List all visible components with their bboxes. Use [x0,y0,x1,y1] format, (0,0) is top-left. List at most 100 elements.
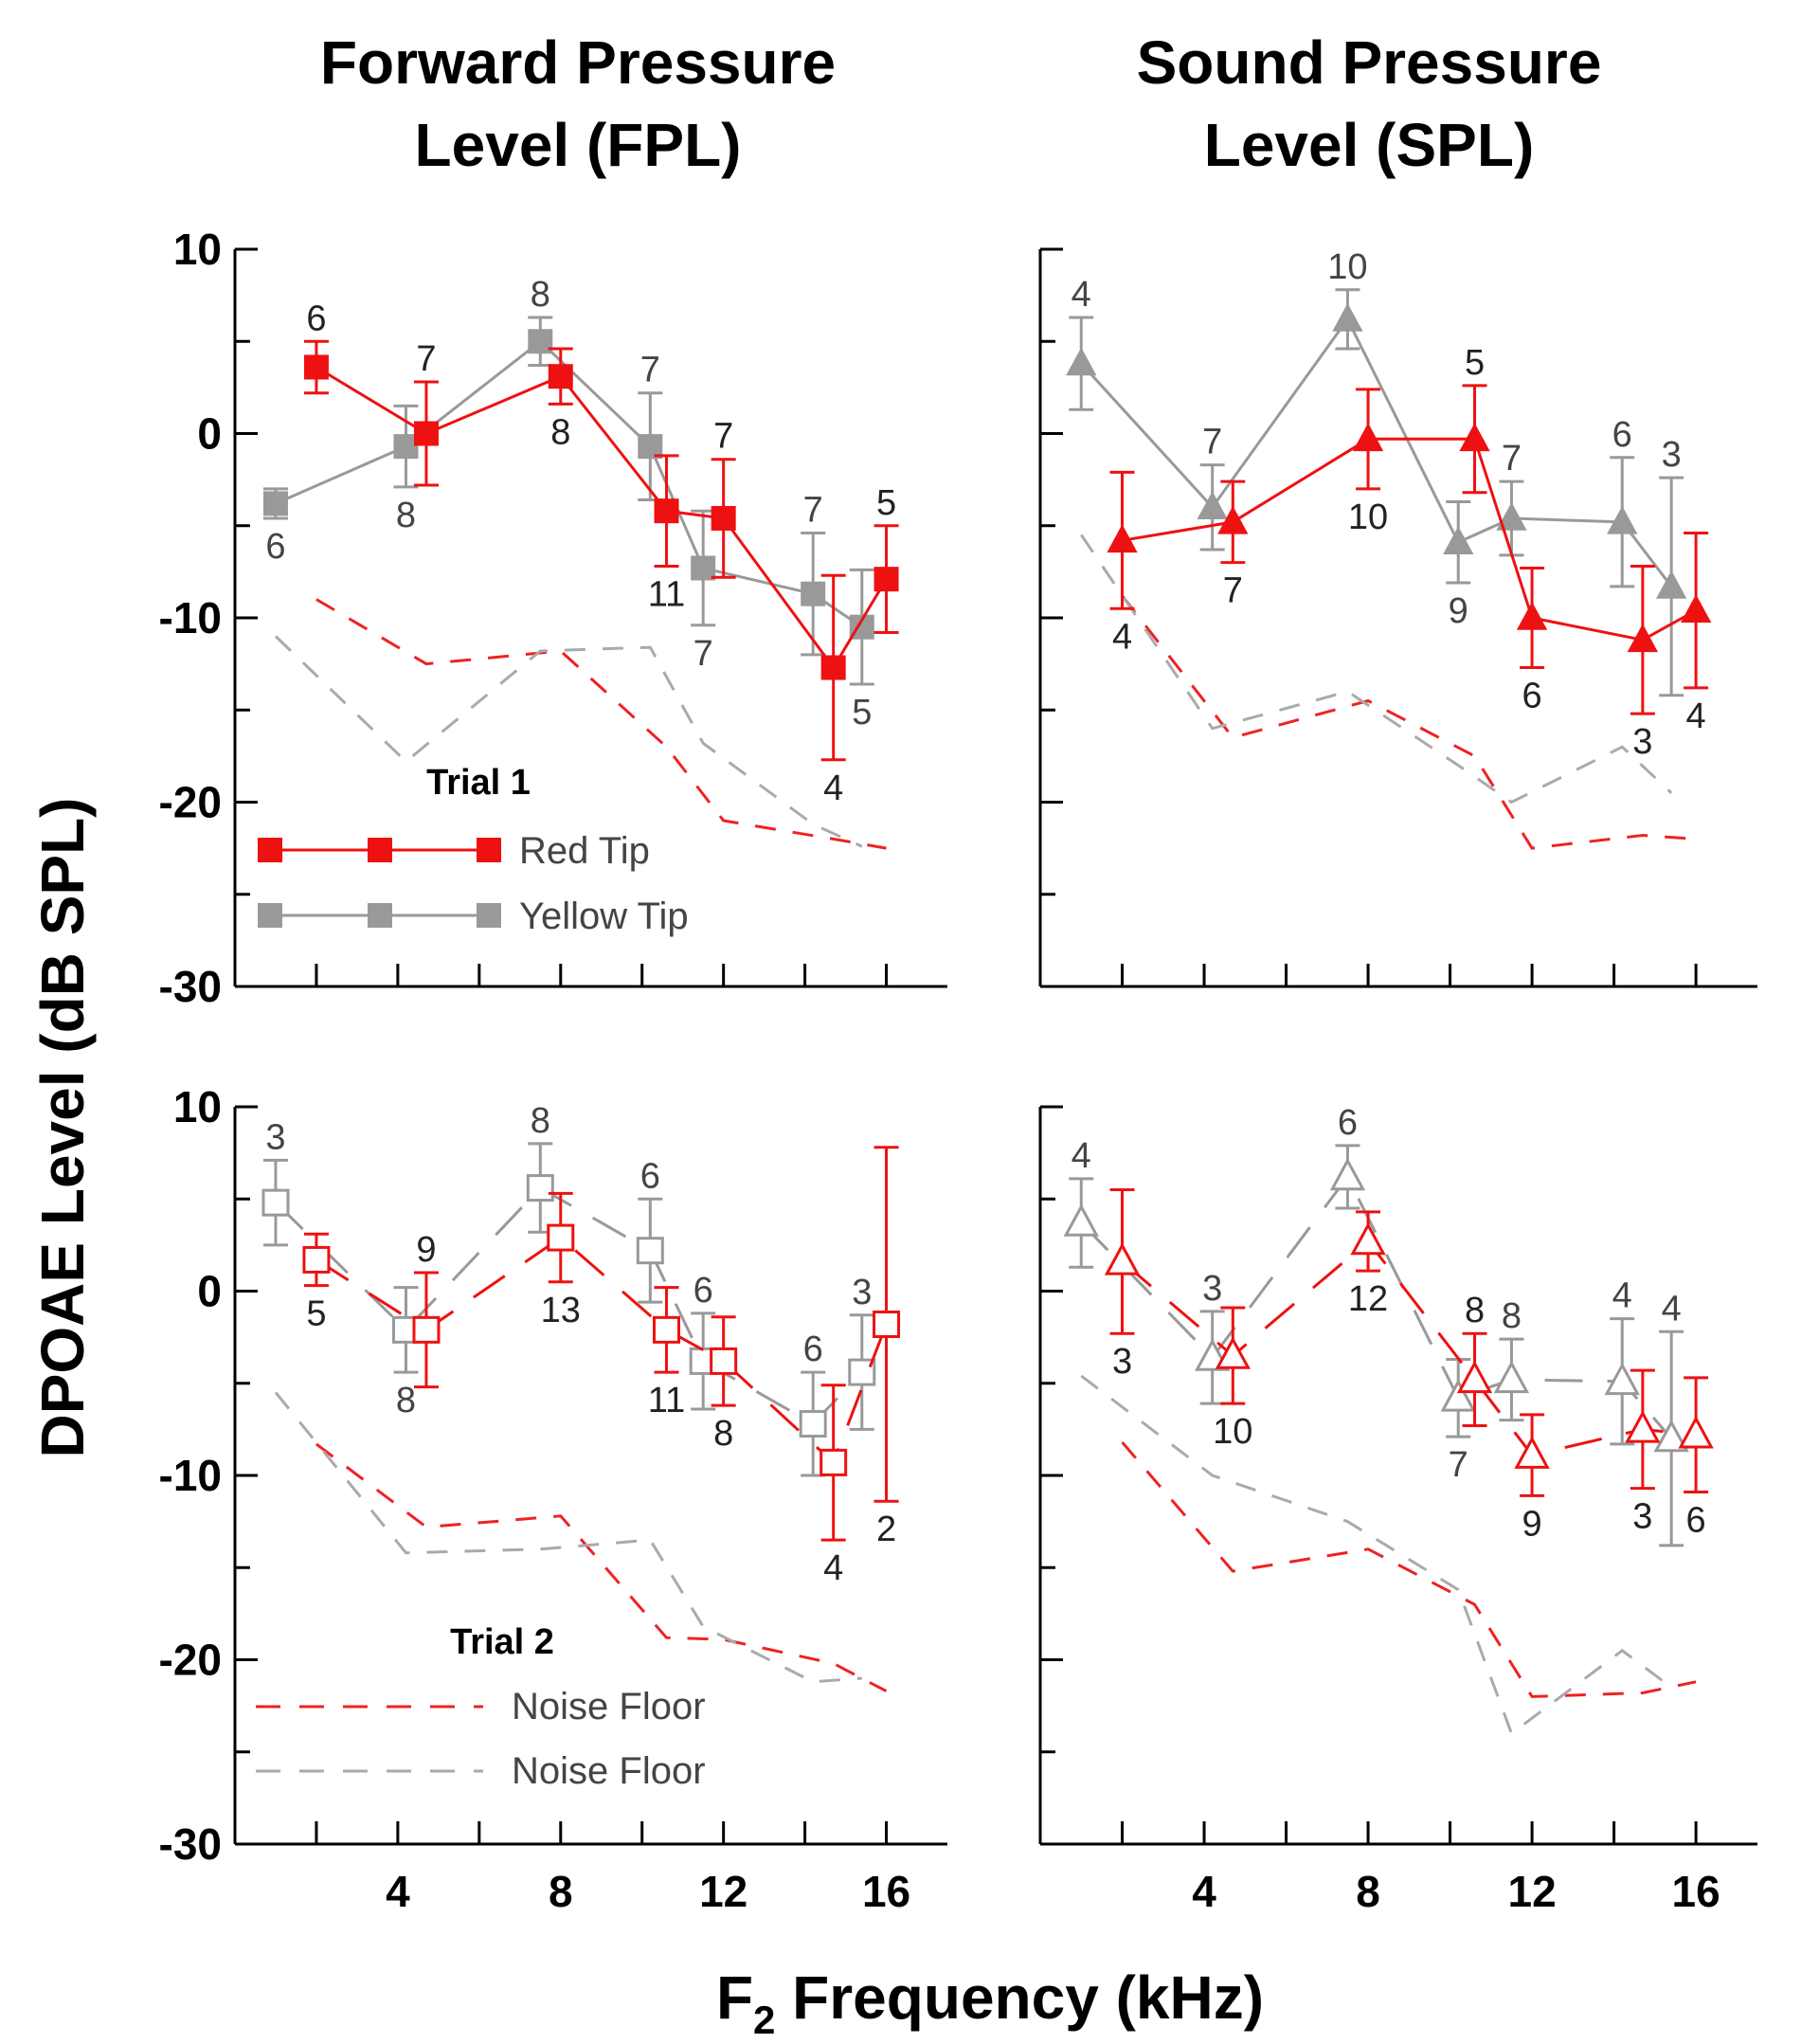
data-point-triangle [1678,1416,1714,1449]
sample-size-label: 4 [823,769,843,808]
sample-size-label: 7 [1449,1445,1468,1485]
x-tick-label: 16 [1672,1867,1720,1916]
legend-yellow-tip-marker [477,903,501,928]
data-point-square [819,1448,848,1476]
sample-size-label: 9 [416,1230,436,1270]
data-point-triangle [1329,1157,1366,1191]
data-point-square [548,364,573,389]
legend-red-tip-marker [258,838,282,862]
legend-item-gray-noise-floor: Noise Floor [256,1750,706,1792]
sample-size-label: 10 [1348,497,1388,537]
data-point-triangle [1197,491,1228,519]
data-point-triangle [1604,1362,1640,1396]
sample-size-label: 8 [531,275,550,315]
legend-red-tip-marker [477,838,501,862]
sample-size-label: 4 [823,1548,843,1588]
y-tick-label: 10 [173,225,222,274]
data-point-triangle [1215,1336,1252,1369]
sample-size-label: 4 [1112,617,1132,657]
sample-size-label: 3 [1632,722,1652,762]
data-point-square [801,581,826,606]
sample-size-label: 8 [1465,1291,1485,1330]
sample-size-label: 4 [1072,1136,1091,1176]
data-point-triangle [1656,570,1687,599]
sample-size-label: 2 [876,1510,896,1549]
x-tick-label: 4 [1192,1867,1216,1916]
sample-size-label: 6 [1522,677,1542,716]
data-point-square [261,1188,290,1217]
data-point-triangle [1352,423,1384,452]
sample-size-label: 4 [1612,1276,1632,1316]
sample-size-label: 6 [693,1271,713,1311]
sample-size-label: 3 [1632,1497,1652,1537]
data-point-triangle [1440,1379,1476,1412]
data-point-triangle [1516,602,1548,630]
noise-floor-gray-line [274,1391,862,1684]
sample-size-label: 5 [306,1294,326,1334]
fpl-column-title-line1: Forward Pressure [320,28,836,97]
sample-size-label: 10 [1327,247,1367,287]
sample-size-label: 3 [1202,1269,1222,1309]
y-tick-label: 0 [197,409,222,459]
x-tick-label: 8 [549,1867,573,1916]
y-tick-label: -20 [159,1636,222,1685]
sample-size-label: 8 [713,1414,733,1454]
data-point-square [711,505,736,531]
sample-size-label: 7 [1202,423,1222,462]
data-point-square [652,1315,680,1344]
data-point-square [303,354,329,380]
y-tick-label: -20 [159,778,222,827]
data-point-square [262,491,288,516]
data-point-square [710,1347,738,1375]
y-tick-label: -10 [159,1451,222,1500]
sample-size-label: 5 [1465,343,1485,383]
sample-size-label: 3 [1112,1342,1132,1382]
data-point-triangle [1107,524,1138,553]
sample-size-label: 7 [693,634,713,674]
legend-trial2: Trial 2 Noise Floor Noise Floor [256,1622,706,1792]
sample-size-label: 6 [803,1330,823,1369]
data-point-triangle [1625,1410,1661,1443]
sample-size-label: 3 [265,1117,285,1157]
legend-yellow-tip-marker [368,903,392,928]
noise-floor-red-line [315,598,887,850]
sample-size-label: 13 [541,1291,581,1330]
sample-size-label: 8 [396,496,416,535]
sample-size-label: 5 [852,693,872,733]
legend-trial1: Trial 1 Red Tip Yellow Tip [258,763,689,937]
y-tick-label: -10 [159,593,222,642]
sample-size-label: 6 [265,527,285,567]
y-tick-label: 10 [173,1082,222,1131]
data-point-square [636,1237,664,1265]
data-point-triangle [1066,347,1097,376]
data-point-square [873,1311,901,1339]
sample-size-label: 9 [1522,1504,1542,1544]
data-point-square [412,1315,441,1344]
spl-column-title-line2: Level (SPL) [1204,111,1535,179]
sample-size-label: 7 [713,417,733,457]
sample-size-label: 8 [531,1101,550,1141]
legend-item-red-noise-floor: Noise Floor [256,1686,706,1727]
sample-size-label: 3 [852,1273,872,1312]
noise-floor-red-line [315,1442,888,1692]
sample-size-label: 11 [648,575,685,615]
sample-size-label: 11 [648,1381,685,1420]
y-tick-label: 0 [197,1267,222,1316]
legend-trial1-title: Trial 1 [426,763,531,803]
data-point-triangle [1104,1242,1141,1275]
legend-item-red-tip: Red Tip [258,830,650,872]
x-tick-label: 16 [862,1867,910,1916]
data-point-square [873,567,899,592]
sample-size-label: 7 [640,351,660,390]
sample-size-label: 12 [1348,1279,1388,1319]
x-tick-label: 12 [1507,1867,1556,1916]
sample-size-label: 7 [803,491,823,531]
data-point-triangle [1459,423,1490,452]
data-point-triangle [1332,302,1363,332]
legend-yellow-tip-label: Yellow Tip [519,895,689,937]
series-red-line [1122,437,1697,642]
x-axis-title-suffix: Frequency (kHz) [775,1963,1264,2032]
sample-size-label: 4 [1662,1289,1682,1329]
data-point-triangle [1627,624,1658,653]
